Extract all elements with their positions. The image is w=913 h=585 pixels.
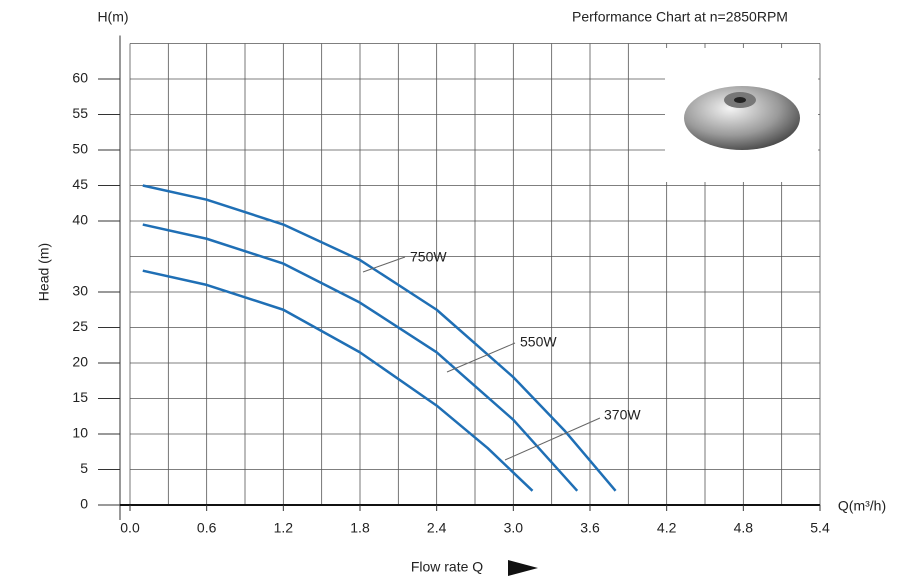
leader-line — [362, 256, 406, 273]
x-tick-label: 2.4 — [427, 520, 447, 536]
curve — [142, 269, 534, 492]
x-tick-label: 0.6 — [197, 520, 217, 536]
x-tick-label: 5.4 — [810, 520, 830, 536]
leader-line — [504, 417, 601, 461]
x-tick-label: 3.0 — [504, 520, 524, 536]
y-tick-label: 55 — [72, 105, 88, 121]
y-tick-label: 60 — [72, 70, 88, 86]
y-tick-label: 45 — [72, 176, 88, 192]
y-tick-label: 0 — [80, 496, 88, 512]
x-tick-label: 4.2 — [657, 520, 677, 536]
y-tick-label: 25 — [72, 318, 88, 334]
x-tick-label: 1.8 — [350, 520, 370, 536]
chart-title: Performance Chart at n=2850RPM — [572, 9, 788, 25]
curve — [142, 223, 579, 492]
curve-label: 370W — [604, 407, 641, 423]
x-tick-label: 1.2 — [274, 520, 294, 536]
arrow — [508, 560, 538, 576]
x-axis-label: Flow rate Q — [411, 559, 483, 575]
impeller — [684, 86, 800, 150]
y-axis-label: Head (m) — [36, 243, 52, 301]
curve-label: 750W — [410, 249, 447, 265]
y-tick-label: 5 — [80, 460, 88, 476]
y-tick-label: 10 — [72, 425, 88, 441]
x-tick-label: 0.0 — [120, 520, 140, 536]
curve-label: 550W — [520, 334, 557, 350]
impeller-hole — [734, 97, 746, 103]
y-tick-label: 30 — [72, 283, 88, 299]
x-tick-label: 3.6 — [580, 520, 600, 536]
y-tick-label: 20 — [72, 354, 88, 370]
x-tick-label: 4.8 — [734, 520, 754, 536]
x-unit: Q(m³/h) — [838, 498, 886, 514]
y-tick-label: 15 — [72, 389, 88, 405]
y-unit: H(m) — [97, 9, 128, 25]
y-tick-label: 40 — [72, 212, 88, 228]
curve — [142, 184, 617, 492]
leader-line — [446, 342, 516, 373]
y-tick-label: 50 — [72, 141, 88, 157]
